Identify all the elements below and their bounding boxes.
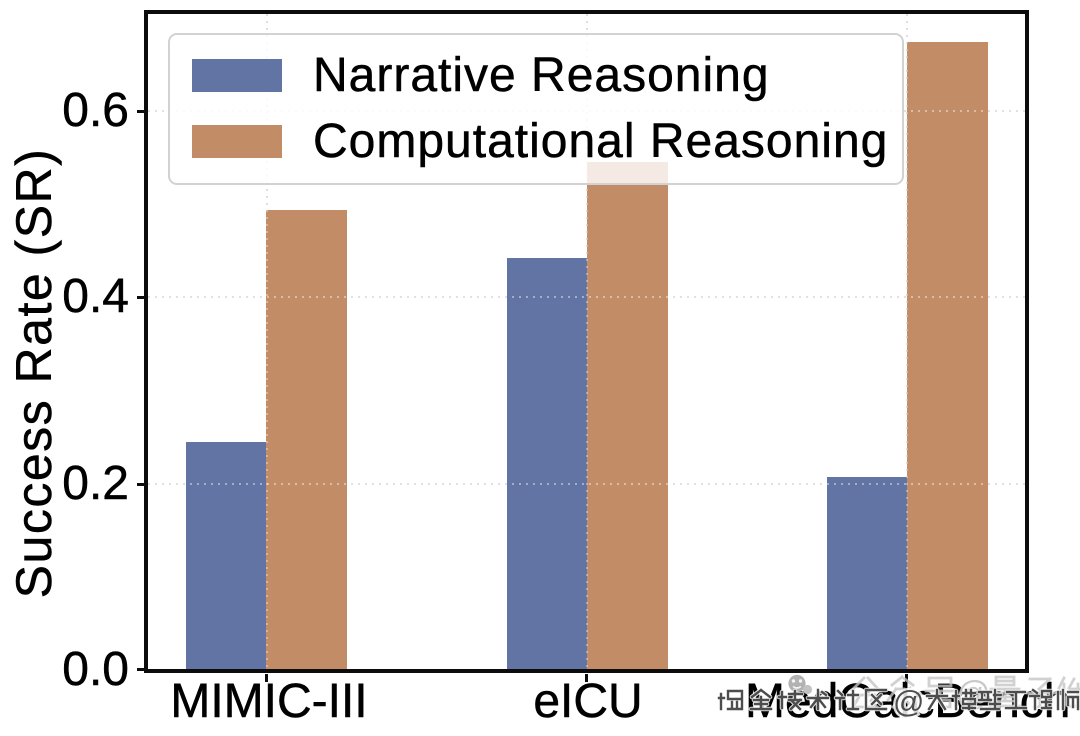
svg-text:@: @ bbox=[893, 684, 924, 719]
svg-text:@: @ bbox=[893, 684, 924, 719]
